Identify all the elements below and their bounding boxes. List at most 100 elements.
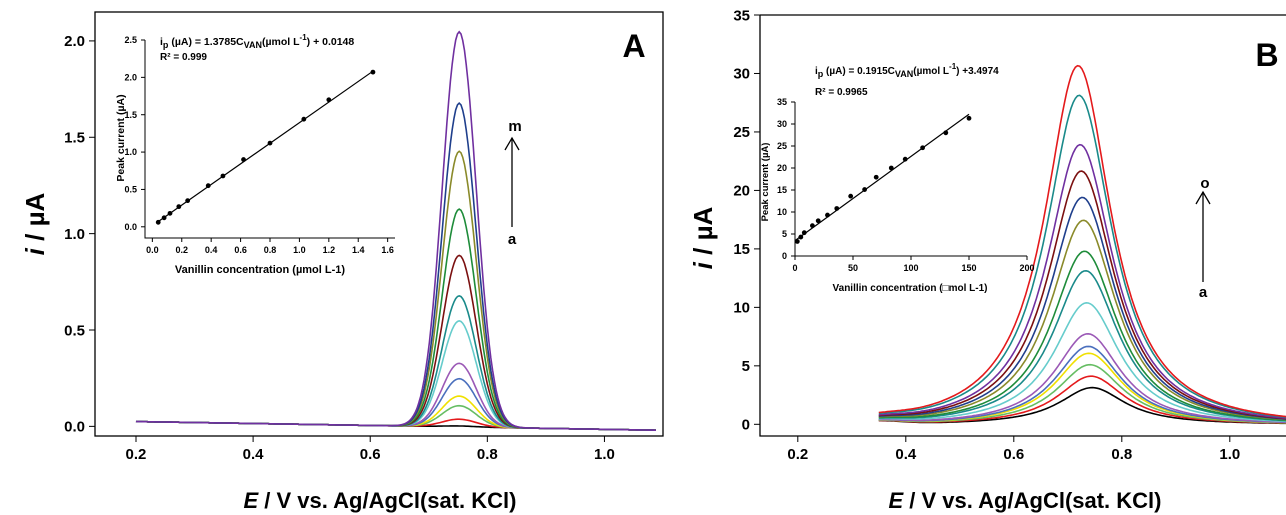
panel-a-inset-x-tick-label: 0.4: [205, 245, 218, 255]
panel-a-inset-y-tick-label: 0.5: [124, 185, 137, 195]
panel-b-inset-x-tick-label: 50: [848, 263, 858, 273]
panel-b-x-tick-label: 0.6: [1003, 446, 1024, 463]
panel-a-inset-point: [205, 183, 211, 189]
panel-b-inset-axes: 0 50 100 150 200 0 5 10 15 20 25 30 35: [777, 97, 1035, 273]
panel-a-series-7: [135, 320, 656, 431]
panel-b-inset-r2: R² = 0.9965: [815, 87, 868, 98]
panel-b-frame: [759, 15, 1286, 437]
panel-a-series-11: [135, 150, 656, 431]
panel-b-series-8: [878, 269, 1286, 422]
panel-b-series-13: [878, 143, 1286, 419]
panel-a-y-tick-label: 1.5: [64, 130, 85, 147]
panel-a-x-tick-label: 0.8: [477, 446, 498, 463]
panel-a-inset-y-tick-label: 2.0: [124, 73, 137, 83]
panel-a: 0.2 0.4 0.6 0.8 1.0 0.0 0.5 1.0 1.5 2.0 A m a i /…: [20, 11, 664, 513]
panel-b-letter: B: [1255, 37, 1278, 73]
panel-b-arrow-top-label: o: [1200, 175, 1209, 192]
panel-b-y-tick-label: 20: [733, 183, 750, 200]
panel-a-inset-frame: [144, 40, 395, 239]
panel-b-inset-x-tick-label: 100: [903, 263, 918, 273]
panel-b-inset-y-tick-label: 20: [777, 163, 787, 173]
panel-b-inset-point: [943, 130, 949, 136]
panel-b-x-tick-label: 1.0: [1219, 446, 1240, 463]
panel-a-letter: A: [622, 28, 645, 64]
panel-b-x-tick-label: 0.4: [895, 446, 917, 463]
panel-b-inset-y-tick-label: 35: [777, 97, 787, 107]
panel-a-inset-x-tick-label: 0.6: [234, 245, 247, 255]
panel-b-series-7: [878, 301, 1286, 423]
panel-a-inset-fit-line: [156, 70, 374, 224]
panel-a-inset-axes: 0.0 0.2 0.4 0.6 0.8 1.0 1.2 1.4 1.6 0.0 0.5 1.0 1.5 2…: [124, 35, 395, 255]
panel-b-curves: [878, 64, 1286, 425]
panel-b-inset-y-tick-label: 15: [777, 185, 787, 195]
panel-a-inset-r2: R² = 0.999: [160, 52, 207, 63]
panel-b-inset-x-label: Vanillin concentration (□mol L-1): [833, 283, 988, 294]
panel-a-x-axis-label: E / V vs. Ag/AgCl(sat. KCl): [243, 488, 516, 513]
panel-a-inset-x-tick-label: 1.2: [323, 245, 336, 255]
panel-a-x-tick-label: 1.0: [594, 446, 615, 463]
panel-b-inset-y-tick-label: 25: [777, 141, 787, 151]
panel-a-inset-y-tick-label: 1.0: [124, 147, 137, 157]
panel-a-y-tick-label: 2.0: [64, 33, 85, 50]
panel-b-series-15: [878, 64, 1286, 418]
panel-b-inset-equation: ip (µA) = 0.1915CVAN(µmol L-1) +3.4974: [815, 62, 999, 79]
panel-b-inset-point: [873, 174, 879, 180]
panel-a-inset-equation: ip (µA) = 1.3785CVAN(µmol L-1) + 0.0148: [160, 33, 354, 50]
panel-b-y-tick-label: 25: [733, 124, 750, 141]
panel-a-inset-x-label: Vanillin concentration (µmol L-1): [175, 264, 345, 276]
panel-a-inset-x-tick-label: 0.8: [264, 245, 277, 255]
panel-b-inset-x-tick-label: 200: [1019, 263, 1034, 273]
panel-a-y-tick-label: 0.0: [64, 419, 85, 436]
panel-b-y-tick-label: 30: [733, 66, 750, 83]
panel-b-inset-point: [801, 230, 807, 236]
panel-b-series-14: [878, 94, 1286, 418]
panel-a-inset-x-tick-label: 0.0: [146, 245, 159, 255]
panel-b-arrow-bottom-label: a: [1199, 284, 1208, 301]
panel-a-arrow-bottom-label: a: [508, 231, 517, 248]
panel-a-inset-x-tick-label: 1.6: [381, 245, 394, 255]
panel-a-x-tick-label: 0.2: [126, 446, 147, 463]
panel-b-inset-point: [848, 193, 854, 199]
panel-a-series-10: [135, 208, 656, 431]
panel-a-inset-y-label: Peak current (µA): [115, 94, 127, 181]
panel-b-series-11: [878, 196, 1286, 420]
panel-b-inset-point: [794, 239, 800, 244]
panel-b-inset-x-tick-label: 150: [961, 263, 976, 273]
panel-b-inset-point: [834, 206, 840, 211]
panel-a-inset-x-tick-label: 1.0: [293, 245, 306, 255]
panel-b-y-tick-label: 0: [742, 417, 750, 434]
panel-b: 0.2 0.4 0.6 0.8 1.0 0 5 10 15 20 25 30 35 B o a i / …: [688, 7, 1286, 513]
panel-a-y-tick-label: 1.0: [64, 226, 85, 243]
panel-a-inset-point: [267, 140, 273, 146]
panel-b-inset-point: [810, 223, 815, 229]
panel-a-inset-x-tick-label: 1.4: [352, 245, 365, 255]
panel-a-arrow: m a: [504, 118, 522, 248]
panel-b-y-tick-label: 10: [733, 300, 750, 317]
panel-a-inset-x-tick-label: 0.2: [176, 245, 189, 255]
panel-b-axes: 0.2 0.4 0.6 0.8 1.0 0 5 10 15 20 25 30 35: [733, 7, 1240, 463]
panel-a-inset-point: [301, 116, 307, 122]
panel-b-inset-frame: [794, 102, 1027, 257]
panel-b-series-10: [878, 219, 1286, 421]
panel-b-inset-x-tick-label: 0: [792, 263, 797, 273]
panel-a-inset-point: [220, 173, 226, 179]
panel-a-inset-point: [167, 210, 173, 216]
panel-a-inset: ip (µA) = 1.3785CVAN(µmol L-1) + 0.0148 …: [115, 33, 395, 276]
panel-b-series-6: [878, 332, 1286, 423]
panel-b-y-tick-label: 5: [742, 358, 750, 375]
panel-b-inset-point: [825, 212, 830, 218]
panel-b-arrow-head: [1195, 190, 1211, 205]
panel-a-curves: [135, 30, 656, 431]
panel-a-inset-point: [241, 157, 246, 162]
panel-b-inset-point: [920, 145, 925, 151]
panel-a-inset-point: [176, 204, 182, 210]
panel-b-inset-point: [966, 115, 972, 121]
panel-a-inset-point: [155, 219, 161, 225]
panel-b-inset: ip (µA) = 0.1915CVAN(µmol L-1) +3.4974 R…: [760, 62, 1035, 294]
panel-a-inset-point: [161, 215, 167, 221]
panel-b-y-axis-label: i / µA: [688, 206, 718, 269]
panel-a-arrow-top-label: m: [508, 118, 521, 135]
panel-a-inset-point: [185, 198, 191, 204]
panel-b-inset-y-tick-label: 30: [777, 119, 787, 129]
